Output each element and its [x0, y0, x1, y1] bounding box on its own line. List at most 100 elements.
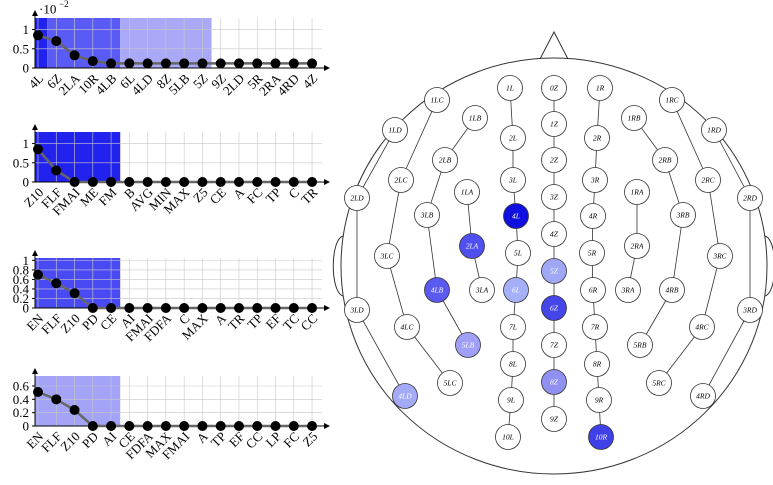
- electrode-label: 5R: [588, 249, 597, 258]
- electrode: [737, 297, 763, 323]
- electrode: [394, 314, 420, 340]
- data-point: [33, 144, 43, 155]
- electrode: [344, 185, 370, 211]
- x-tick-label: TP: [262, 185, 283, 206]
- electrode-label: 9L: [507, 396, 515, 405]
- electrode: [737, 185, 763, 211]
- data-point: [307, 58, 318, 69]
- electrode-label: 2RC: [701, 176, 715, 185]
- y-tick-label: 1: [23, 22, 30, 37]
- data-point: [233, 177, 244, 187]
- electrode-label: 1LD: [388, 126, 402, 135]
- data-point: [215, 303, 226, 313]
- data-point: [197, 177, 208, 187]
- electrode-label: 1RC: [665, 96, 679, 105]
- electrode-link: [356, 309, 406, 397]
- electrode: [541, 406, 567, 432]
- electrode: [541, 147, 567, 173]
- electrode: [505, 240, 531, 266]
- electrode-label: 4Z: [550, 230, 559, 239]
- y-tick-label: 0: [23, 61, 30, 76]
- electrode-label: 3LC: [380, 252, 395, 261]
- data-point: [124, 303, 135, 313]
- electrode-label: 8Z: [550, 378, 559, 387]
- electrode: [646, 370, 672, 396]
- data-point: [270, 303, 281, 313]
- electrode-label: 9R: [595, 396, 604, 405]
- electrode-label: 2R: [593, 134, 602, 143]
- electrode: [424, 277, 450, 303]
- electrode-label: 4RC: [695, 323, 709, 332]
- series-line: [37, 273, 313, 310]
- electrode: [579, 240, 605, 266]
- data-point: [252, 303, 263, 313]
- electrode-label: 9Z: [550, 415, 559, 424]
- electrode-label: 3R: [590, 176, 600, 185]
- electrode-label: 10L: [502, 433, 514, 442]
- electrode: [624, 179, 650, 205]
- x-axis-arrow: [324, 65, 330, 71]
- electrode-label: 3LD: [349, 306, 364, 315]
- series-line: [37, 148, 313, 184]
- electrode: [541, 295, 567, 321]
- electrode-link: [356, 129, 396, 199]
- electrode: [582, 167, 608, 193]
- electrode: [503, 277, 529, 303]
- data-point: [142, 421, 153, 431]
- data-point: [197, 421, 208, 431]
- data-point: [142, 303, 153, 313]
- x-axis-arrow: [324, 179, 330, 185]
- electrode: [689, 314, 715, 340]
- y-tick-label: 0.5: [13, 41, 29, 56]
- data-point: [307, 303, 318, 313]
- electrode: [500, 351, 526, 377]
- electrode: [615, 277, 641, 303]
- data-point: [270, 421, 281, 431]
- y-tick-label: 0: [23, 175, 30, 190]
- electrode-label: 6R: [589, 286, 598, 295]
- electrode: [659, 87, 685, 113]
- data-point: [106, 303, 117, 313]
- data-point: [252, 421, 263, 431]
- electrode: [580, 277, 606, 303]
- data-point: [270, 58, 281, 69]
- data-point: [288, 177, 299, 187]
- x-tick-label: TR: [298, 184, 321, 207]
- electrode-label: 2RA: [631, 242, 644, 251]
- electrode: [584, 351, 610, 377]
- data-point: [233, 303, 244, 313]
- electrode: [624, 233, 650, 259]
- y-tick-label: 0.6: [13, 272, 30, 287]
- electrode-label: 5L: [514, 249, 522, 258]
- electrode-label: 2RD: [743, 194, 757, 203]
- electrode: [344, 297, 370, 323]
- data-point: [160, 421, 171, 431]
- data-point: [288, 303, 299, 313]
- data-point: [87, 421, 98, 431]
- data-point: [270, 177, 281, 187]
- data-point: [288, 421, 299, 431]
- electrode-label: 4RD: [696, 392, 710, 401]
- electrode: [541, 258, 567, 284]
- electrode-label: 2Z: [550, 156, 559, 165]
- electrode-label: 4LB: [431, 286, 444, 295]
- electrode-label: 7R: [591, 323, 600, 332]
- electrode-label: 5RC: [652, 379, 666, 388]
- data-point: [215, 421, 226, 431]
- electrode-label: 8L: [509, 360, 517, 369]
- data-point: [179, 177, 190, 187]
- data-point: [106, 421, 117, 431]
- y-tick-label: 0.6: [13, 379, 30, 394]
- x-tick-label: PD: [79, 429, 101, 451]
- electrode: [495, 424, 521, 450]
- x-tick-label: 4LD: [128, 71, 155, 98]
- electrode-label: 1L: [506, 84, 514, 93]
- electrode: [454, 179, 480, 205]
- data-point: [106, 58, 117, 69]
- y-axis-arrow: [32, 10, 38, 16]
- electrode-label: 0Z: [550, 84, 559, 93]
- electrode-link: [400, 99, 438, 181]
- electrode: [621, 105, 647, 131]
- y-tick-label: 1: [23, 136, 30, 151]
- electrode: [498, 387, 524, 413]
